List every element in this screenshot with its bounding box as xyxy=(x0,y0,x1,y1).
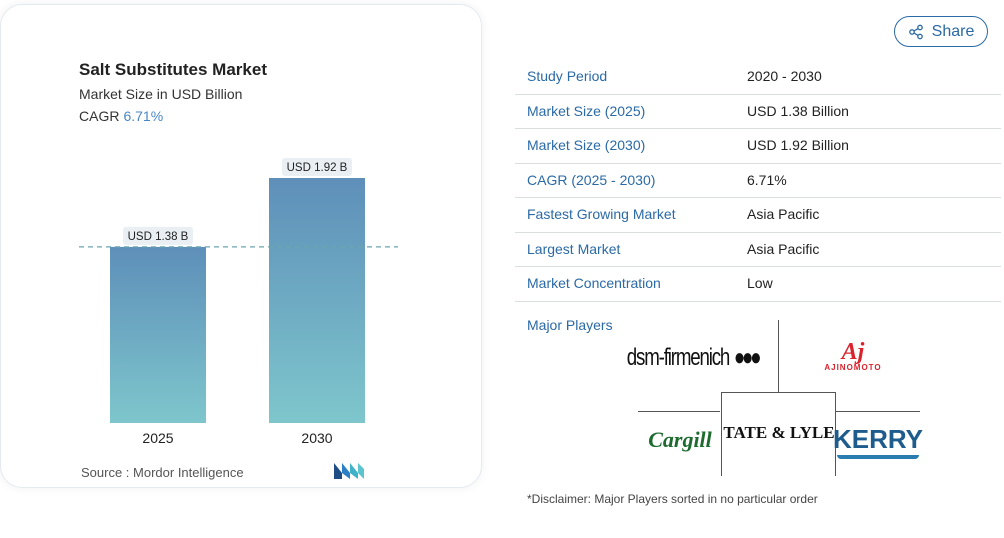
data-label: USD 1.38 B xyxy=(128,231,189,243)
row-key: Fastest Growing Market xyxy=(527,206,676,222)
cagr-label: CAGR xyxy=(79,108,120,124)
ajinomoto-logo: Aj AJINOMOTO xyxy=(798,336,908,376)
disclaimer-text: *Disclaimer: Major Players sorted in no … xyxy=(527,492,818,506)
chart-bar xyxy=(269,178,365,423)
tate-and-lyle-logo: TATE & LYLE xyxy=(723,418,835,448)
data-label: USD 1.92 B xyxy=(287,162,348,174)
ajinomoto-mark: Aj xyxy=(841,338,865,365)
source-text: Source : Mordor Intelligence xyxy=(81,465,244,480)
ajinomoto-wordmark: AJINOMOTO xyxy=(824,362,882,372)
bar-chart: USD 1.38 B 2025 USD 1.92 B 2030 xyxy=(79,158,398,446)
share-label: Share xyxy=(931,22,975,40)
divider xyxy=(721,392,722,476)
cargill-logo: Cargill xyxy=(638,420,722,460)
cargill-wordmark: Cargill xyxy=(648,427,712,452)
major-players-label: Major Players xyxy=(527,317,613,333)
table-row: CAGR (2025 - 2030) 6.71% xyxy=(515,164,1001,198)
divider xyxy=(638,411,720,412)
divider xyxy=(778,320,779,392)
row-key: Largest Market xyxy=(527,240,621,257)
row-value: Asia Pacific xyxy=(747,206,820,222)
x-tick-label: 2025 xyxy=(142,430,173,446)
share-icon xyxy=(908,24,923,39)
cagr-line: CAGR 6.71% xyxy=(79,108,163,124)
tate-and-lyle-wordmark: TATE & LYLE xyxy=(723,423,835,442)
kerry-wordmark: KERRY xyxy=(832,423,924,454)
divider xyxy=(835,392,836,476)
mordor-intelligence-logo-icon xyxy=(334,463,364,479)
row-value: USD 1.92 Billion xyxy=(747,137,849,153)
cagr-value: 6.71% xyxy=(123,108,164,124)
table-row: Study Period 2020 - 2030 xyxy=(515,60,1001,95)
market-snapshot-table: Study Period 2020 - 2030 Market Size (202… xyxy=(515,60,1001,302)
dsm-dots-icon: ●●● xyxy=(733,344,762,371)
row-value: 6.71% xyxy=(747,171,787,188)
market-chart-card xyxy=(0,4,482,488)
divider xyxy=(721,392,835,393)
chart-subtitle: Market Size in USD Billion xyxy=(79,86,243,102)
data-label-background xyxy=(123,226,193,245)
row-key: Market Size (2030) xyxy=(527,137,646,153)
row-value: Low xyxy=(747,275,773,291)
table-row: Largest Market Asia Pacific xyxy=(515,233,1001,267)
row-key: Study Period xyxy=(527,68,608,84)
table-row: Market Size (2025) USD 1.38 Billion xyxy=(515,95,1001,129)
chart-bar xyxy=(110,246,206,423)
row-value: 2020 - 2030 xyxy=(747,68,822,84)
major-players-logos: dsm-firmenich ●●● Aj AJINOMOTO Cargill TA… xyxy=(627,318,924,476)
dsm-firmenich-logo: dsm-firmenich ●●● xyxy=(627,334,762,382)
row-key: Market Concentration xyxy=(527,275,661,291)
row-key: Market Size (2025) xyxy=(527,102,646,119)
row-key: CAGR (2025 - 2030) xyxy=(527,171,656,188)
kerry-swoosh-icon xyxy=(837,454,919,459)
data-label-background xyxy=(282,158,352,176)
x-tick-label: 2030 xyxy=(301,430,332,446)
kerry-logo: KERRY xyxy=(832,416,924,466)
divider xyxy=(836,411,920,412)
table-row: Fastest Growing Market Asia Pacific xyxy=(515,198,1001,233)
table-row: Market Concentration Low xyxy=(515,267,1001,302)
chart-title: Salt Substitutes Market xyxy=(79,60,267,79)
row-value: USD 1.38 Billion xyxy=(747,102,849,119)
table-row: Market Size (2030) USD 1.92 Billion xyxy=(515,129,1001,164)
share-button[interactable]: Share xyxy=(894,16,988,47)
dsm-firmenich-wordmark: dsm-firmenich xyxy=(626,344,731,371)
row-value: Asia Pacific xyxy=(747,240,820,257)
